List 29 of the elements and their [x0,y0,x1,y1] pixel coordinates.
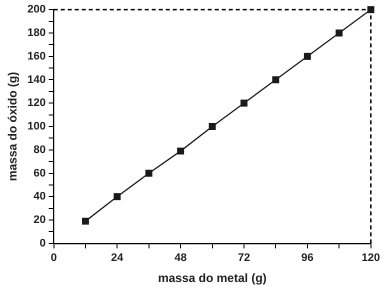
point [208,123,216,130]
x-tick-label: 96 [301,252,314,264]
y-axis-title: massa do óxido (g) [6,72,20,182]
point [367,6,374,14]
y-tick-label: 20 [34,214,46,226]
y-tick-label: 100 [27,120,46,133]
y-tick-label: 180 [27,27,46,40]
point [177,148,184,155]
y-tick-label: 60 [34,167,46,180]
point [240,100,248,107]
point [336,30,343,36]
x-axis-title: massa do metal (g) [158,271,267,286]
x-tick-label: 48 [174,252,187,264]
point [304,52,311,60]
point [145,170,152,177]
point [82,218,89,225]
x-tick-label: 120 [362,252,380,264]
point [114,193,121,200]
x-tick-label: 72 [238,252,250,264]
point [272,76,280,84]
y-tick-label: 0 [40,237,46,250]
y-tick-label: 160 [27,50,46,62]
y-tick-label: 40 [34,190,46,203]
x-tick-label: 0 [50,252,57,264]
y-tick-label: 120 [27,97,46,110]
y-tick-label: 140 [27,74,46,86]
y-tick-label: 80 [34,144,46,156]
x-tick-label: 24 [111,252,124,264]
y-tick-label: 200 [27,4,46,16]
